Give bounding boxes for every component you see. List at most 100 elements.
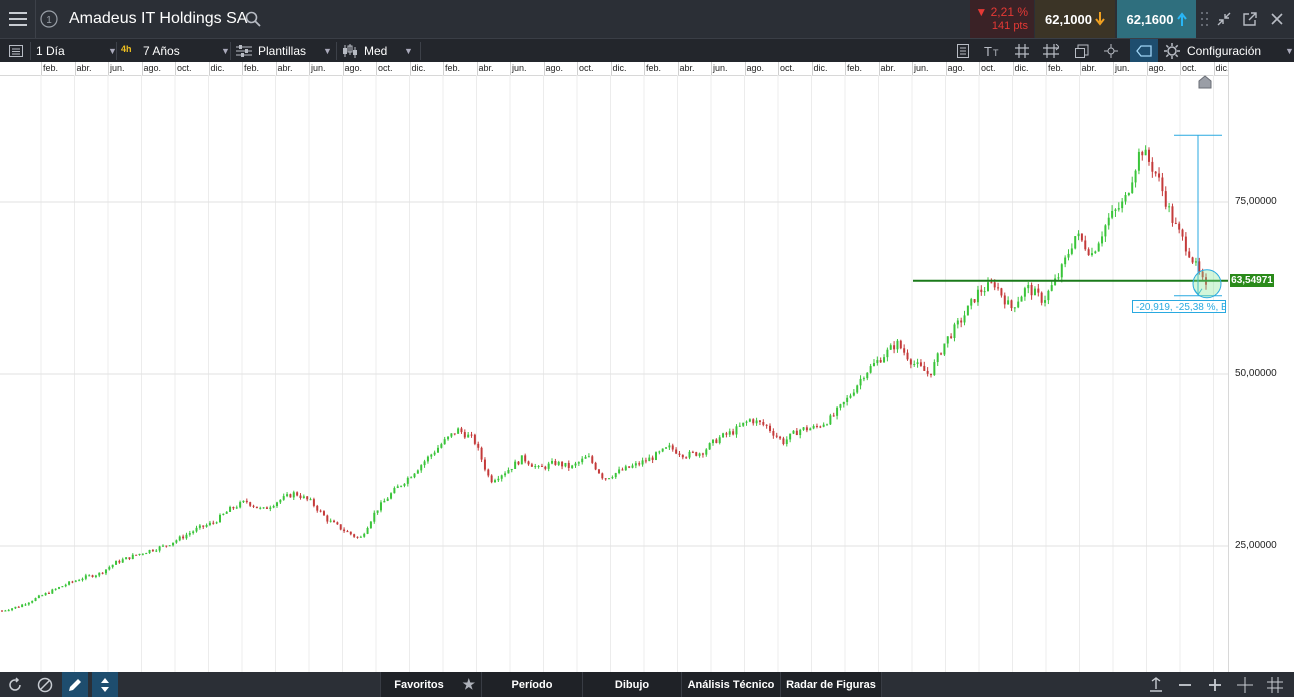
drag-tool-icon[interactable] xyxy=(1147,676,1165,694)
interval-dropdown[interactable]: 1 Día ▼ xyxy=(36,39,117,63)
candle-body xyxy=(410,477,413,479)
candle-body xyxy=(685,457,688,459)
sell-button[interactable]: 62,1000 xyxy=(1035,0,1115,38)
candle-body xyxy=(856,385,859,393)
candle-body xyxy=(202,525,205,527)
y-axis[interactable]: 75,00000 50,00000 25,00000 63,54971 xyxy=(1228,62,1294,672)
candle-body xyxy=(755,420,758,424)
month-tick xyxy=(878,62,880,75)
candle-body xyxy=(876,360,879,364)
price-line-label[interactable]: 63,54971 xyxy=(1230,274,1274,287)
svg-text:T: T xyxy=(984,44,992,58)
candle-body xyxy=(1050,285,1053,291)
month-tick xyxy=(1046,62,1047,75)
chart-style-dropdown[interactable]: Med ▼ xyxy=(342,39,418,63)
crosshair-icon[interactable] xyxy=(1101,43,1121,59)
scroll-handle-icon[interactable] xyxy=(1198,75,1212,89)
document-icon[interactable] xyxy=(954,43,972,59)
candle-body xyxy=(14,606,17,609)
candle-body xyxy=(993,282,996,288)
month-tick xyxy=(912,62,913,75)
month-label: oct. xyxy=(579,63,594,73)
candle-body xyxy=(1144,149,1147,156)
grid-icon[interactable] xyxy=(1012,43,1032,59)
technical-analysis-label: Análisis Técnico xyxy=(687,678,775,691)
candle-body xyxy=(1194,261,1197,263)
candle-body xyxy=(688,451,691,458)
up-down-arrows-icon[interactable] xyxy=(92,672,118,697)
candle-body xyxy=(312,499,315,506)
instrument-name[interactable]: Amadeus IT Holdings SA xyxy=(69,10,248,27)
candle-body xyxy=(172,542,175,546)
star-icon[interactable]: ★ xyxy=(462,676,475,692)
month-label: abr. xyxy=(679,63,695,73)
candle-body xyxy=(322,511,325,516)
zoom-in-icon[interactable] xyxy=(1206,676,1224,694)
search-icon[interactable] xyxy=(244,10,262,28)
candle-body xyxy=(695,452,698,456)
candle-body xyxy=(691,451,694,453)
resize-handle-icon[interactable] xyxy=(1198,9,1212,29)
no-entry-icon[interactable] xyxy=(36,676,54,694)
candle-body xyxy=(587,456,590,458)
candle-body xyxy=(866,372,869,379)
candle-body xyxy=(926,370,929,374)
price-chart[interactable]: -20,919, -25,38 %, E xyxy=(0,75,1228,672)
popout-icon[interactable] xyxy=(1241,10,1259,28)
grid-tool-icon[interactable] xyxy=(1266,676,1284,694)
close-icon[interactable] xyxy=(1268,10,1286,28)
candle-body xyxy=(1074,236,1077,249)
measure-label[interactable]: -20,919, -25,38 %, E xyxy=(1132,300,1226,313)
cursor-circle[interactable] xyxy=(1192,269,1222,299)
candle-body xyxy=(675,449,678,454)
tag-icon[interactable] xyxy=(1130,39,1158,63)
candle-body xyxy=(1090,253,1093,256)
candle-body xyxy=(722,433,725,438)
candle-body xyxy=(359,536,362,538)
layers-icon[interactable] xyxy=(1072,43,1092,59)
templates-dropdown[interactable]: Plantillas ▼ xyxy=(236,39,332,63)
candle-body xyxy=(732,431,735,435)
pattern-radar-tab[interactable]: Radar de Figuras xyxy=(780,672,882,697)
candle-body xyxy=(215,522,218,524)
list-icon[interactable] xyxy=(7,43,25,59)
candle-body xyxy=(1161,177,1164,192)
candle-body xyxy=(597,469,600,474)
month-tick xyxy=(275,62,277,75)
range-dropdown[interactable]: 7 Años ▼ xyxy=(143,39,230,63)
candle-body xyxy=(608,478,611,480)
period-tab[interactable]: Período xyxy=(481,672,582,697)
zoom-out-icon[interactable] xyxy=(1176,676,1194,694)
settings-dropdown[interactable]: Configuración ▼ xyxy=(1164,39,1294,63)
candle-body xyxy=(779,436,782,439)
candle-body xyxy=(520,455,523,465)
chart-canvas[interactable] xyxy=(0,75,1228,672)
candle-body xyxy=(88,575,91,577)
month-label: abr. xyxy=(76,63,92,73)
favorites-tab[interactable]: Favoritos ★ xyxy=(380,672,481,697)
candle-body xyxy=(413,473,416,478)
candle-body xyxy=(306,496,309,500)
chart-style-label: Med xyxy=(364,44,388,58)
circled-one-icon[interactable]: 1 xyxy=(39,9,59,29)
collapse-icon[interactable] xyxy=(1215,10,1233,28)
crosshair-grid-icon[interactable] xyxy=(1041,43,1061,59)
candle-body xyxy=(648,457,651,462)
candle-body xyxy=(356,536,359,538)
buy-button[interactable]: 62,1600 xyxy=(1117,0,1196,38)
candle-body xyxy=(997,287,1000,289)
candle-body xyxy=(24,604,27,606)
drawing-tab[interactable]: Dibujo xyxy=(582,672,681,697)
candle-body xyxy=(933,362,936,376)
refresh-icon[interactable] xyxy=(6,676,24,694)
month-tick xyxy=(141,62,143,75)
technical-analysis-tab[interactable]: Análisis Técnico xyxy=(681,672,780,697)
menu-icon[interactable] xyxy=(8,9,28,29)
candle-body xyxy=(426,456,429,462)
pencil-icon[interactable] xyxy=(62,672,88,697)
crosshair-tool-icon[interactable] xyxy=(1236,676,1254,694)
candle-body xyxy=(182,536,185,539)
candle-body xyxy=(826,424,829,426)
candle-body xyxy=(121,559,124,563)
